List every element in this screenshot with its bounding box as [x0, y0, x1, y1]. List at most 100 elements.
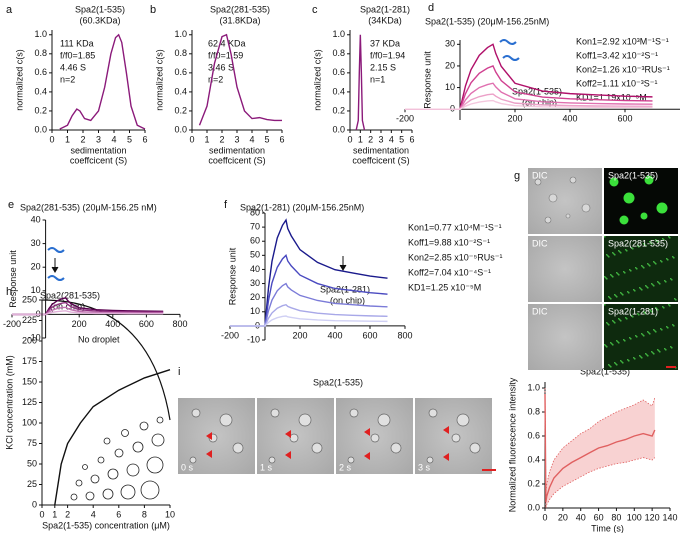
- y-tick-label: 30: [250, 278, 260, 288]
- droplet-dic: [534, 178, 542, 186]
- x-tick-label: 0: [347, 134, 352, 144]
- data-line: [54, 369, 171, 506]
- speckle: [641, 333, 643, 335]
- speckle: [648, 332, 650, 334]
- speckle: [612, 344, 614, 346]
- speckle: [641, 289, 643, 291]
- speckle: [609, 365, 611, 367]
- marker-arrow: [285, 430, 291, 438]
- annotation: Koff2=1.11 x10⁻³S⁻¹: [576, 78, 657, 88]
- speckle: [647, 355, 649, 357]
- y-axis-label: normalized c(s): [312, 49, 322, 111]
- speckle: [645, 353, 647, 355]
- speckle: [604, 276, 606, 278]
- speckle: [617, 273, 619, 275]
- y-tick-label: 40: [250, 264, 260, 274]
- speckle: [605, 277, 607, 279]
- y-tick-label: 0.2: [332, 105, 345, 115]
- y-tick-label: 1.0: [34, 29, 47, 39]
- chart-title: (34KDa): [368, 15, 402, 25]
- x-tick-label: 6: [279, 134, 284, 144]
- droplet-fluor: [609, 177, 619, 187]
- micrograph: [604, 304, 678, 370]
- x-tick-label: 60: [594, 512, 604, 522]
- speckle: [614, 362, 616, 364]
- y-tick-label: 125: [22, 397, 37, 407]
- speckle: [628, 360, 630, 362]
- speckle: [644, 244, 646, 246]
- speckle: [656, 240, 658, 242]
- speckle: [638, 246, 640, 248]
- droplet-dic: [426, 456, 434, 464]
- speckle: [651, 243, 653, 245]
- annotation: f/f0=1.94: [370, 50, 405, 60]
- speckle: [614, 322, 616, 324]
- data-line: [355, 34, 366, 131]
- speckle: [633, 289, 635, 291]
- speckle: [620, 320, 622, 322]
- speckle: [610, 366, 612, 368]
- y-tick-label: -10: [247, 334, 260, 344]
- x-tick-label: 10: [165, 509, 175, 519]
- micrograph-title: Spa2(1-535): [313, 377, 363, 387]
- speckle: [626, 318, 628, 320]
- x-tick-label: 80: [611, 512, 621, 522]
- data-line: [405, 82, 653, 110]
- speckle: [649, 309, 651, 311]
- data-line: [12, 310, 164, 316]
- speckle: [655, 239, 657, 241]
- droplet-dic: [451, 433, 461, 443]
- droplet-dic: [270, 408, 280, 418]
- speckle: [625, 249, 627, 251]
- speckle: [649, 241, 651, 243]
- annotation: Kon2=2.85 x10⁻⁵RUs⁻¹: [408, 252, 503, 262]
- y-tick-label: 30: [445, 39, 455, 49]
- droplet-dic: [189, 456, 197, 464]
- speckle: [642, 266, 644, 268]
- speckle: [636, 268, 638, 270]
- speckle: [624, 272, 626, 274]
- speckle: [623, 339, 625, 341]
- speckle: [606, 322, 608, 324]
- droplet-fluor: [656, 202, 668, 214]
- speckle: [663, 239, 665, 241]
- droplet-fluor: [644, 175, 654, 185]
- speckle: [673, 325, 675, 327]
- x-tick-label: -200: [3, 319, 21, 329]
- speckle: [616, 364, 618, 366]
- y-tick-label: 225: [22, 315, 37, 325]
- panel-letter: h: [6, 286, 12, 298]
- x-tick-label: 1: [358, 134, 363, 144]
- droplet-fluor: [619, 215, 629, 225]
- micrograph-label: Spa2(281-535): [608, 238, 668, 248]
- x-tick-label: -200: [396, 114, 414, 124]
- y-tick-label: 40: [31, 214, 41, 224]
- speckle: [673, 257, 675, 259]
- speckle: [608, 324, 610, 326]
- x-tick-label: 800: [397, 330, 412, 340]
- marker-arrow: [285, 451, 291, 459]
- speckle: [643, 335, 645, 337]
- speckle: [616, 340, 618, 342]
- arrows: [51, 256, 347, 273]
- marker-arrow: [206, 450, 212, 458]
- y-tick-label: 0.0: [174, 124, 187, 134]
- speckle: [653, 285, 655, 287]
- droplet-fluor: [623, 192, 635, 204]
- speckle: [655, 307, 657, 309]
- speckle: [647, 331, 649, 333]
- y-axis-label: Response unit: [8, 250, 18, 308]
- y-tick-label: 0.0: [34, 124, 47, 134]
- droplet-dic: [456, 413, 470, 427]
- droplet-fluor: [640, 212, 648, 220]
- speckle: [630, 270, 632, 272]
- speckle: [665, 349, 667, 351]
- droplet-dic: [581, 203, 591, 213]
- frame-time: 3 s: [418, 462, 431, 472]
- data-line: [405, 93, 653, 110]
- annotation: 62.4 KDa: [208, 38, 246, 48]
- speckle: [652, 352, 654, 354]
- droplet-icons: [70, 416, 165, 501]
- speckle: [653, 353, 655, 355]
- annotation: Koff1=3.42 x10⁻²S⁻¹: [576, 50, 658, 60]
